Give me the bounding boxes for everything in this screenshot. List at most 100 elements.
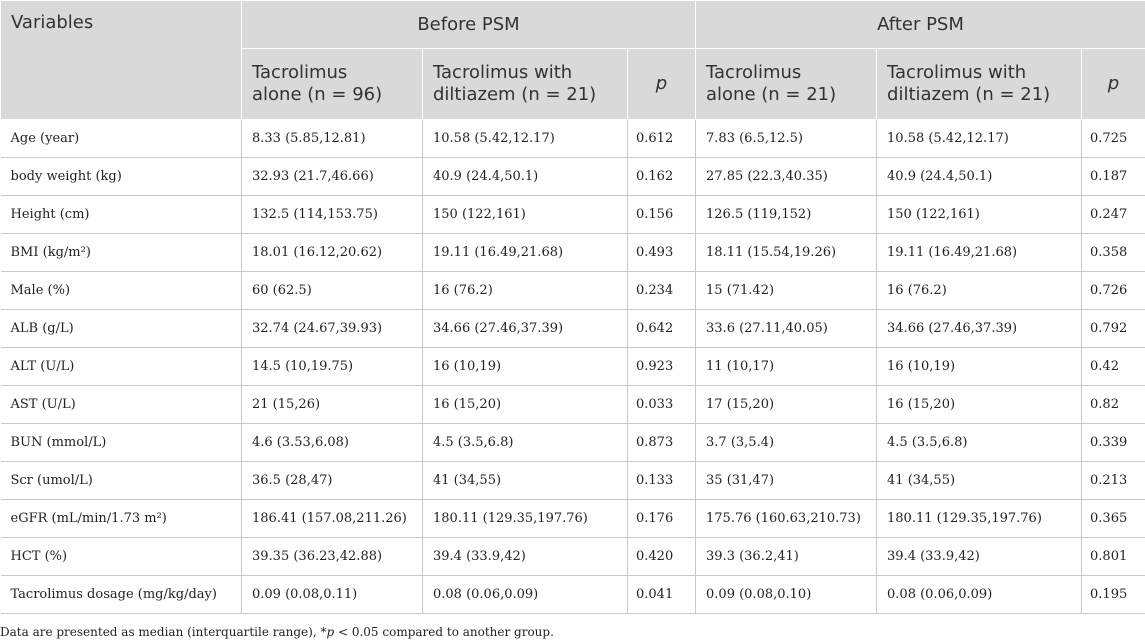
cell-after-p: 0.195 (1081, 575, 1145, 614)
cell-before-alone: 4.6 (3.53,6.08) (241, 423, 423, 462)
cell-after-alone: 3.7 (3,5.4) (695, 423, 878, 462)
cell-before-diltiazem: 10.58 (5.42,12.17) (422, 119, 628, 158)
cell-after-diltiazem: 10.58 (5.42,12.17) (876, 119, 1083, 158)
cell-variable: BUN (mmol/L) (0, 423, 242, 462)
cell-after-alone: 27.85 (22.3,40.35) (695, 157, 878, 196)
cell-variable: Height (cm) (0, 195, 242, 234)
cell-before-p: 0.642 (627, 309, 697, 348)
cell-variable: body weight (kg) (0, 157, 242, 196)
cell-after-p: 0.339 (1081, 423, 1145, 462)
cell-before-diltiazem: 19.11 (16.49,21.68) (422, 233, 628, 272)
cell-before-p: 0.041 (627, 575, 697, 614)
cell-before-p: 0.420 (627, 537, 697, 576)
cell-after-p: 0.726 (1081, 271, 1145, 310)
header-row-groups: Variables Before PSM After PSM (0, 0, 1145, 120)
cell-after-p: 0.247 (1081, 195, 1145, 234)
table-row: body weight (kg) 32.93 (21.7,46.66) 40.9 (… (0, 157, 1145, 196)
cell-after-p: 0.82 (1081, 385, 1145, 424)
cell-before-diltiazem: 16 (76.2) (422, 271, 628, 310)
table-row: Age (year) 8.33 (5.85,12.81) 10.58 (5.42,1… (0, 119, 1145, 158)
cell-variable: ALT (U/L) (0, 347, 242, 386)
cell-variable: AST (U/L) (0, 385, 242, 424)
cell-after-diltiazem: 41 (34,55) (876, 461, 1083, 500)
cell-before-alone: 32.74 (24.67,39.93) (241, 309, 423, 348)
cell-variable: BMI (kg/m²) (0, 233, 242, 272)
cell-after-alone: 0.09 (0.08,0.10) (695, 575, 878, 614)
table-row: Tacrolimus dosage (mg/kg/day) 0.09 (0.08,… (0, 575, 1145, 614)
cell-after-p: 0.725 (1081, 119, 1145, 158)
cell-after-alone: 15 (71.42) (695, 271, 878, 310)
cell-before-alone: 8.33 (5.85,12.81) (241, 119, 423, 158)
cell-after-alone: 126.5 (119,152) (695, 195, 878, 234)
cell-after-alone: 175.76 (160.63,210.73) (695, 499, 878, 538)
cell-before-p: 0.873 (627, 423, 697, 462)
cell-after-diltiazem: 16 (15,20) (876, 385, 1083, 424)
cell-after-alone: 39.3 (36.2,41) (695, 537, 878, 576)
cell-before-p: 0.156 (627, 195, 697, 234)
cell-before-alone: 18.01 (16.12,20.62) (241, 233, 423, 272)
cell-before-p: 0.033 (627, 385, 697, 424)
cell-before-p: 0.176 (627, 499, 697, 538)
cell-after-p: 0.358 (1081, 233, 1145, 272)
cell-before-diltiazem: 39.4 (33.9,42) (422, 537, 628, 576)
cell-after-p: 0.792 (1081, 309, 1145, 348)
table-row: ALT (U/L) 14.5 (10,19.75) 16 (10,19) 0.923 1… (0, 347, 1145, 386)
cell-before-p: 0.612 (627, 119, 697, 158)
table-row: AST (U/L) 21 (15,26) 16 (15,20) 0.033 17 (15… (0, 385, 1145, 424)
cell-before-diltiazem: 16 (10,19) (422, 347, 628, 386)
cell-before-alone: 21 (15,26) (241, 385, 423, 424)
cell-after-alone: 17 (15,20) (695, 385, 878, 424)
header-before-tacrolimus-alone: Tacrolimus alone (n = 96) (241, 48, 423, 120)
cell-after-alone: 18.11 (15.54,19.26) (695, 233, 878, 272)
cell-before-p: 0.162 (627, 157, 697, 196)
table-row: Male (%) 60 (62.5) 16 (76.2) 0.234 15 (71.42… (0, 271, 1145, 310)
header-after-psm: After PSM (695, 0, 1145, 49)
cell-before-diltiazem: 40.9 (24.4,50.1) (422, 157, 628, 196)
cell-variable: Male (%) (0, 271, 242, 310)
table-row: eGFR (mL/min/1.73 m²) 186.41 (157.08,211.… (0, 499, 1145, 538)
cell-before-alone: 132.5 (114,153.75) (241, 195, 423, 234)
cell-before-p: 0.493 (627, 233, 697, 272)
cell-variable: HCT (%) (0, 537, 242, 576)
cell-variable: Tacrolimus dosage (mg/kg/day) (0, 575, 242, 614)
table-footnote: Data are presented as median (interquart… (0, 625, 554, 639)
cell-after-alone: 33.6 (27.11,40.05) (695, 309, 878, 348)
cell-after-p: 0.365 (1081, 499, 1145, 538)
header-after-tacrolimus-alone: Tacrolimus alone (n = 21) (695, 48, 878, 120)
table-row: BMI (kg/m²) 18.01 (16.12,20.62) 19.11 (16.… (0, 233, 1145, 272)
cell-variable: Scr (umol/L) (0, 461, 242, 500)
cell-after-alone: 7.83 (6.5,12.5) (695, 119, 878, 158)
table-row: ALB (g/L) 32.74 (24.67,39.93) 34.66 (27.46… (0, 309, 1145, 348)
cell-variable: ALB (g/L) (0, 309, 242, 348)
cell-variable: eGFR (mL/min/1.73 m²) (0, 499, 242, 538)
cell-before-alone: 32.93 (21.7,46.66) (241, 157, 423, 196)
cell-before-alone: 60 (62.5) (241, 271, 423, 310)
cell-before-diltiazem: 41 (34,55) (422, 461, 628, 500)
cell-before-alone: 186.41 (157.08,211.26) (241, 499, 423, 538)
cell-after-alone: 11 (10,17) (695, 347, 878, 386)
cell-after-p: 0.213 (1081, 461, 1145, 500)
table-body: Age (year) 8.33 (5.85,12.81) 10.58 (5.42,1… (0, 119, 1145, 614)
cell-before-diltiazem: 16 (15,20) (422, 385, 628, 424)
cell-after-diltiazem: 16 (10,19) (876, 347, 1083, 386)
cell-before-p: 0.133 (627, 461, 697, 500)
cell-after-diltiazem: 34.66 (27.46,37.39) (876, 309, 1083, 348)
header-before-tacrolimus-diltiazem: Tacrolimus with diltiazem (n = 21) (422, 48, 628, 120)
table-row: Height (cm) 132.5 (114,153.75) 150 (122,16… (0, 195, 1145, 234)
table-row: HCT (%) 39.35 (36.23,42.88) 39.4 (33.9,42)… (0, 537, 1145, 576)
table-row: Scr (umol/L) 36.5 (28,47) 41 (34,55) 0.133 3… (0, 461, 1145, 500)
header-after-tacrolimus-diltiazem: Tacrolimus with diltiazem (n = 21) (876, 48, 1083, 120)
cell-before-diltiazem: 34.66 (27.46,37.39) (422, 309, 628, 348)
cell-before-diltiazem: 180.11 (129.35,197.76) (422, 499, 628, 538)
header-after-p: p (1081, 48, 1145, 120)
cell-before-alone: 0.09 (0.08,0.11) (241, 575, 423, 614)
cell-after-diltiazem: 16 (76.2) (876, 271, 1083, 310)
cell-after-diltiazem: 40.9 (24.4,50.1) (876, 157, 1083, 196)
cell-after-diltiazem: 0.08 (0.06,0.09) (876, 575, 1083, 614)
cell-before-alone: 39.35 (36.23,42.88) (241, 537, 423, 576)
cell-variable: Age (year) (0, 119, 242, 158)
header-before-psm: Before PSM (240, 0, 697, 49)
cell-before-p: 0.923 (627, 347, 697, 386)
cell-before-alone: 14.5 (10,19.75) (241, 347, 423, 386)
cell-before-diltiazem: 0.08 (0.06,0.09) (422, 575, 628, 614)
